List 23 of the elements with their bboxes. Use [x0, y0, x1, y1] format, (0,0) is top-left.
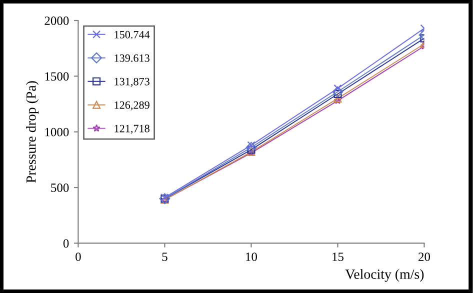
y-tick-label: 500	[51, 184, 69, 192]
x-tick-label: 0	[76, 252, 81, 262]
point	[246, 142, 257, 153]
point	[247, 141, 256, 150]
legend-label: 126,289	[114, 101, 150, 110]
legend-label: 131,873	[114, 78, 150, 87]
legend-label: 121,718	[114, 124, 150, 134]
point	[334, 84, 342, 92]
y-tick-label: 0	[63, 239, 69, 248]
point	[332, 86, 344, 98]
legend-label: 139.613	[114, 54, 150, 62]
y-tick-label: 1000	[45, 128, 69, 136]
point	[334, 94, 342, 102]
x-tick-label: 5	[162, 252, 168, 262]
y-tick-label: 1500	[45, 72, 69, 81]
y-axis-title: Pressure drop (Pa)	[26, 81, 39, 183]
x-tick-label: 10	[246, 252, 257, 262]
legend-label: 150.744	[114, 30, 150, 38]
y-tick-label: 2000	[44, 16, 69, 25]
point	[334, 90, 342, 98]
x-axis-title: Velocity (m/s)	[345, 269, 424, 282]
x-tick-label: 20	[418, 252, 430, 262]
x-tick-label: 15	[332, 252, 344, 262]
